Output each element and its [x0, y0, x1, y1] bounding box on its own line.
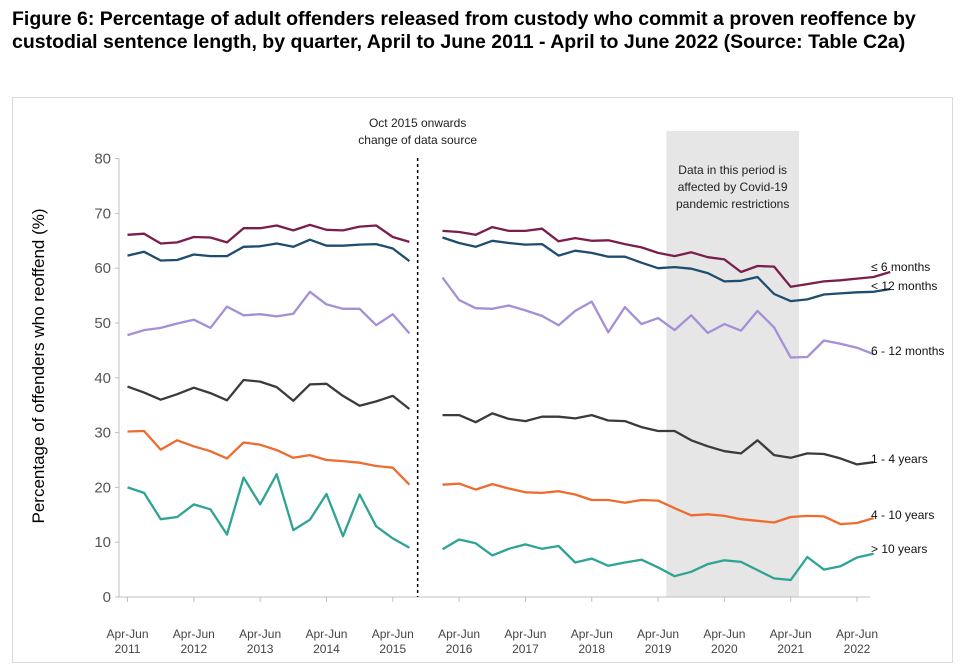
y-tick-label: 10 — [94, 534, 111, 551]
series-line — [127, 378, 411, 410]
y-tick-label: 80 — [94, 151, 111, 168]
x-tick-label-year: 2016 — [446, 642, 473, 656]
series-line — [127, 238, 411, 263]
figure-title: Figure 6: Percentage of adult offenders … — [12, 8, 916, 53]
covid-shaded-region — [666, 131, 799, 597]
x-tick-label: Apr-Jun — [106, 627, 148, 641]
series-line — [441, 538, 874, 582]
x-tick-label: Apr-Jun — [770, 627, 812, 641]
x-tick-label: Apr-Jun — [173, 627, 215, 641]
series-line — [127, 290, 411, 337]
y-tick-label: 50 — [94, 315, 111, 332]
x-tick-label: Apr-Jun — [504, 627, 546, 641]
series-line — [127, 223, 410, 245]
x-tick-label-year: 2011 — [115, 642, 141, 656]
series-label: > 10 years — [871, 542, 927, 556]
series-line — [442, 225, 891, 288]
x-tick-label-year: 2022 — [844, 642, 871, 656]
x-tick-label: Apr-Jun — [703, 627, 745, 641]
y-tick-label: 40 — [94, 370, 111, 387]
x-tick-label: Apr-Jun — [239, 627, 281, 641]
y-tick-label: 20 — [94, 479, 111, 496]
series-label: ≤ 6 months — [871, 260, 930, 274]
y-tick-label: 60 — [94, 260, 111, 277]
x-tick-label-year: 2013 — [247, 642, 274, 656]
series-line — [442, 482, 874, 526]
series-line — [127, 429, 411, 486]
x-tick-label: Apr-Jun — [637, 627, 679, 641]
x-tick-label: Apr-Jun — [836, 627, 878, 641]
covid-note-line: Data in this period is — [678, 163, 787, 177]
series-label: < 12 months — [871, 279, 937, 293]
y-axis-title: Percentage of offenders who reoffend (%) — [29, 208, 48, 523]
x-tick-label-year: 2021 — [777, 642, 804, 656]
series-line — [127, 473, 410, 549]
covid-note-line: affected by Covid-19 — [678, 180, 788, 194]
y-tick-label: 0 — [103, 589, 111, 606]
series-label: 6 - 12 months — [871, 344, 944, 358]
y-tick-label: 70 — [94, 205, 111, 222]
covid-note-line: pandemic restrictions — [676, 197, 789, 211]
break-note-line: change of data source — [358, 133, 477, 147]
x-tick-label-year: 2018 — [578, 642, 605, 656]
x-tick-label-year: 2015 — [379, 642, 406, 656]
x-tick-label: Apr-Jun — [438, 627, 480, 641]
series-label: 1 - 4 years — [871, 452, 928, 466]
series-line — [442, 236, 891, 303]
y-tick-label: 30 — [94, 425, 111, 442]
x-tick-label-year: 2012 — [180, 642, 207, 656]
series-line — [442, 412, 874, 466]
x-tick-label-year: 2017 — [512, 642, 539, 656]
series-label: 4 - 10 years — [871, 508, 934, 522]
x-tick-label-year: 2019 — [645, 642, 672, 656]
break-note-line: Oct 2015 onwards — [369, 116, 466, 130]
x-tick-label: Apr-Jun — [305, 627, 347, 641]
x-tick-label-year: 2020 — [711, 642, 738, 656]
chart-frame — [12, 97, 953, 663]
x-tick-label: Apr-Jun — [571, 627, 613, 641]
series-line — [441, 276, 875, 359]
x-tick-label: Apr-Jun — [372, 627, 414, 641]
x-tick-label-year: 2014 — [313, 642, 340, 656]
